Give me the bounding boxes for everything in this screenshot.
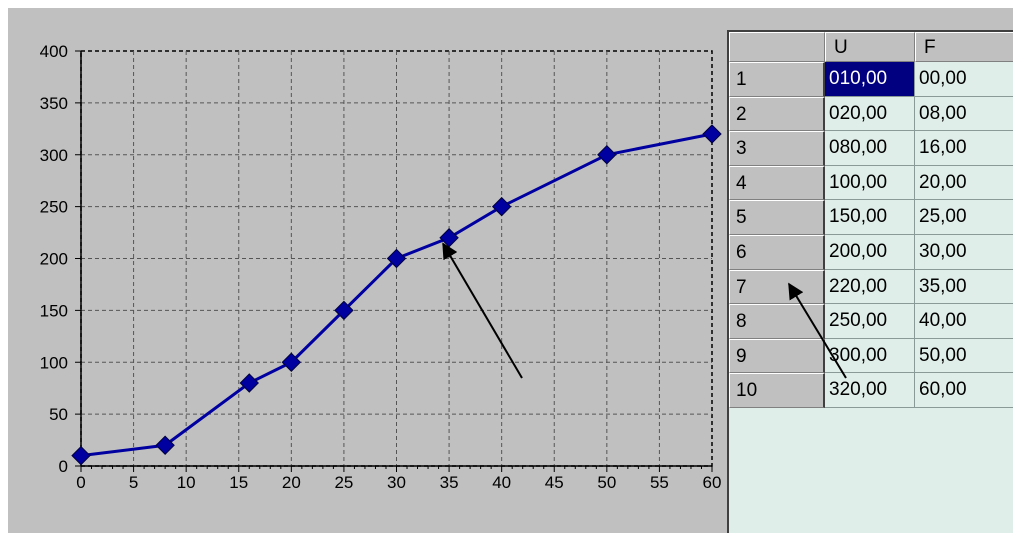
annotation-arrow-chart — [442, 242, 523, 379]
cell-u[interactable]: 100,00 — [825, 165, 915, 201]
corner-header — [729, 32, 825, 62]
cell-f[interactable]: 25,00 — [915, 200, 1013, 235]
x-tick-label: 10 — [177, 473, 196, 492]
y-tick-label: 150 — [40, 301, 68, 320]
cell-f[interactable]: 16,00 — [915, 131, 1013, 166]
cell-u[interactable]: 320,00 — [825, 373, 915, 408]
row-header[interactable]: 2 — [729, 96, 825, 132]
x-tick-label: 25 — [334, 473, 353, 492]
x-tick-label: 5 — [129, 473, 138, 492]
data-point-marker — [491, 196, 512, 217]
cell-f[interactable]: 08,00 — [915, 96, 1013, 132]
x-tick-label: 15 — [229, 473, 248, 492]
row-header[interactable]: 6 — [729, 235, 825, 270]
row-header[interactable]: 7 — [729, 269, 825, 305]
y-tick-label: 100 — [40, 353, 68, 372]
y-tick-label: 200 — [40, 250, 68, 269]
y-tick-label: 400 — [40, 42, 68, 61]
cell-f[interactable]: 35,00 — [915, 269, 1013, 305]
data-point-marker — [386, 248, 407, 269]
cell-f[interactable]: 40,00 — [915, 304, 1013, 339]
data-point-marker — [702, 124, 722, 144]
y-tick-label: 300 — [40, 146, 68, 165]
cell-f[interactable]: 60,00 — [915, 373, 1013, 408]
row-header[interactable]: 3 — [729, 131, 825, 166]
x-tick-label: 30 — [387, 473, 406, 492]
data-point-marker — [155, 435, 175, 455]
column-header-u[interactable]: U — [825, 32, 915, 62]
cell-u[interactable]: 220,00 — [825, 269, 915, 305]
cell-f[interactable]: 20,00 — [915, 165, 1013, 201]
column-header-f[interactable]: F — [915, 32, 1013, 62]
row-header[interactable]: 5 — [729, 200, 825, 235]
cell-u[interactable]: 300,00 — [825, 338, 915, 374]
x-tick-label: 55 — [650, 473, 669, 492]
cell-f[interactable]: 50,00 — [915, 338, 1013, 374]
cell-u[interactable]: 250,00 — [825, 304, 915, 339]
data-point-marker — [71, 445, 91, 466]
data-point-marker — [334, 300, 354, 321]
cell-u[interactable]: 150,00 — [825, 200, 915, 235]
cell-u[interactable]: 080,00 — [825, 131, 915, 166]
line-chart: 0 5 10 15 20 25 30 35 40 45 50 55 60 0 50 100 150 200 250 3… — [40, 42, 722, 492]
cell-u[interactable]: 020,00 — [825, 96, 915, 132]
x-tick-label: 60 — [703, 473, 722, 492]
x-tick-label: 50 — [597, 473, 616, 492]
x-tick-label: 20 — [282, 473, 301, 492]
data-grid[interactable]: U F 1 010,00 00,00 2 020,00 08,00 3 080,00 16,00… — [727, 30, 1013, 533]
series-line — [80, 132, 713, 458]
x-tick-label: 0 — [76, 473, 85, 492]
x-tick-label: 40 — [492, 473, 511, 492]
row-header[interactable]: 1 — [729, 62, 825, 97]
data-point-marker — [597, 145, 617, 165]
row-header[interactable]: 4 — [729, 165, 825, 201]
cell-u[interactable]: 010,00 — [825, 62, 915, 97]
row-header[interactable]: 10 — [729, 373, 825, 408]
x-tick-label: 45 — [545, 473, 564, 492]
data-point-marker — [239, 373, 259, 393]
cell-f[interactable]: 30,00 — [915, 235, 1013, 270]
y-tick-label: 0 — [59, 457, 68, 476]
cell-u[interactable]: 200,00 — [825, 235, 915, 270]
data-point-marker — [281, 352, 302, 372]
row-header[interactable]: 8 — [729, 304, 825, 339]
row-header[interactable]: 9 — [729, 338, 825, 374]
y-tick-label: 50 — [49, 405, 68, 424]
y-tick-label: 250 — [40, 198, 68, 217]
y-tick-label: 350 — [40, 94, 68, 113]
x-tick-label: 35 — [440, 473, 459, 492]
cell-f[interactable]: 00,00 — [915, 62, 1013, 97]
